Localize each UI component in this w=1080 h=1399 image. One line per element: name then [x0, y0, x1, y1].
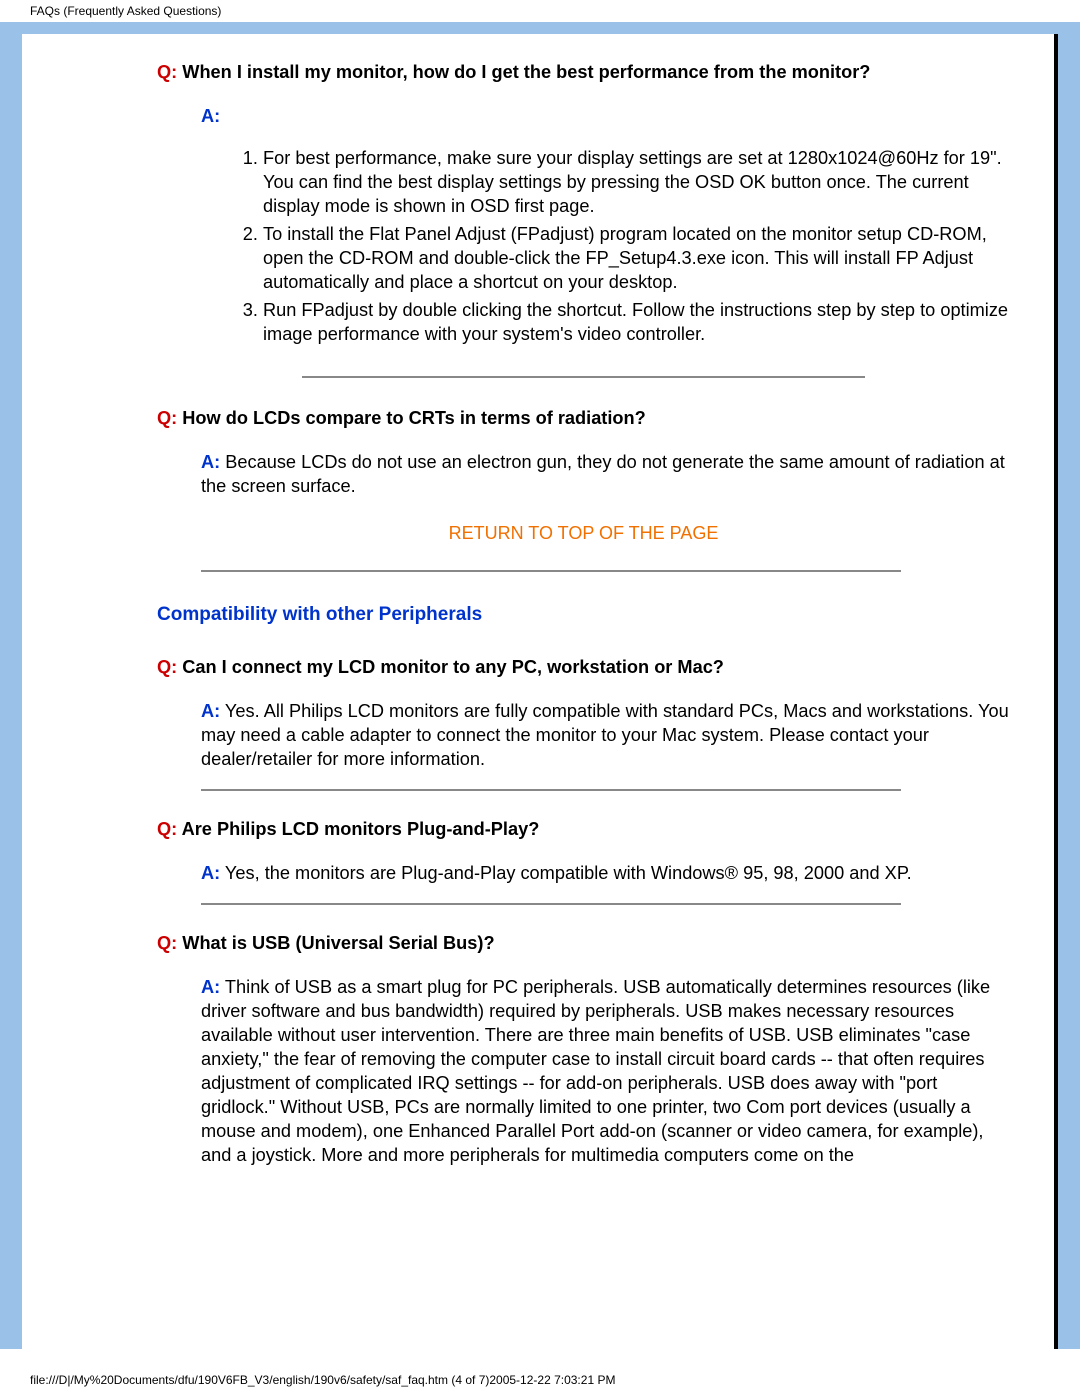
faq1-answer-list: For best performance, make sure your dis… [201, 146, 1010, 346]
faq3-question-text: Can I connect my LCD monitor to any PC, … [177, 657, 724, 677]
a-label: A: [201, 977, 220, 997]
q-label: Q: [157, 933, 177, 953]
faq2-question: Q: How do LCDs compare to CRTs in terms … [157, 406, 1010, 430]
divider [201, 570, 901, 572]
faq1-answer-label: A: [201, 104, 1010, 128]
faq3-answer: A: Yes. All Philips LCD monitors are ful… [201, 699, 1010, 771]
faq4-answer-text: Yes, the monitors are Plug-and-Play comp… [220, 863, 911, 883]
content-panel: Q: When I install my monitor, how do I g… [22, 34, 1058, 1349]
page-background: Q: When I install my monitor, how do I g… [0, 22, 1080, 1349]
main-content: Q: When I install my monitor, how do I g… [149, 34, 1054, 1349]
faq4-answer: A: Yes, the monitors are Plug-and-Play c… [201, 861, 1010, 885]
faq5-question: Q: What is USB (Universal Serial Bus)? [157, 931, 1010, 955]
faq1-question: Q: When I install my monitor, how do I g… [157, 60, 1010, 84]
faq5-question-text: What is USB (Universal Serial Bus)? [177, 933, 494, 953]
faq2-answer: A: Because LCDs do not use an electron g… [201, 450, 1010, 498]
faq1-item-1: For best performance, make sure your dis… [263, 146, 1010, 218]
a-label: A: [201, 863, 220, 883]
divider [201, 789, 901, 791]
faq4-question-text: Are Philips LCD monitors Plug-and-Play? [177, 819, 539, 839]
page-footer: file:///D|/My%20Documents/dfu/190V6FB_V3… [0, 1349, 1080, 1399]
faq4-question: Q: Are Philips LCD monitors Plug-and-Pla… [157, 817, 1010, 841]
faq1-question-text: When I install my monitor, how do I get … [177, 62, 870, 82]
faq5-answer-text: Think of USB as a smart plug for PC peri… [201, 977, 990, 1165]
faq1-item-3: Run FPadjust by double clicking the shor… [263, 298, 1010, 346]
q-label: Q: [157, 657, 177, 677]
q-label: Q: [157, 819, 177, 839]
faq3-answer-text: Yes. All Philips LCD monitors are fully … [201, 701, 1009, 769]
a-label: A: [201, 452, 220, 472]
a-label: A: [201, 701, 220, 721]
faq2-answer-text: Because LCDs do not use an electron gun,… [201, 452, 1005, 496]
section-compatibility-title: Compatibility with other Peripherals [157, 602, 1010, 627]
a-label: A: [201, 106, 220, 126]
page-header: FAQs (Frequently Asked Questions) [0, 0, 1080, 22]
faq5-answer: A: Think of USB as a smart plug for PC p… [201, 975, 1010, 1167]
faq3-question: Q: Can I connect my LCD monitor to any P… [157, 655, 1010, 679]
divider [302, 376, 865, 378]
faq2-question-text: How do LCDs compare to CRTs in terms of … [177, 408, 646, 428]
left-margin [22, 34, 149, 1349]
faq1-item-2: To install the Flat Panel Adjust (FPadju… [263, 222, 1010, 294]
q-label: Q: [157, 62, 177, 82]
q-label: Q: [157, 408, 177, 428]
return-to-top-link[interactable]: RETURN TO TOP OF THE PAGE [157, 522, 1010, 546]
divider [201, 903, 901, 905]
